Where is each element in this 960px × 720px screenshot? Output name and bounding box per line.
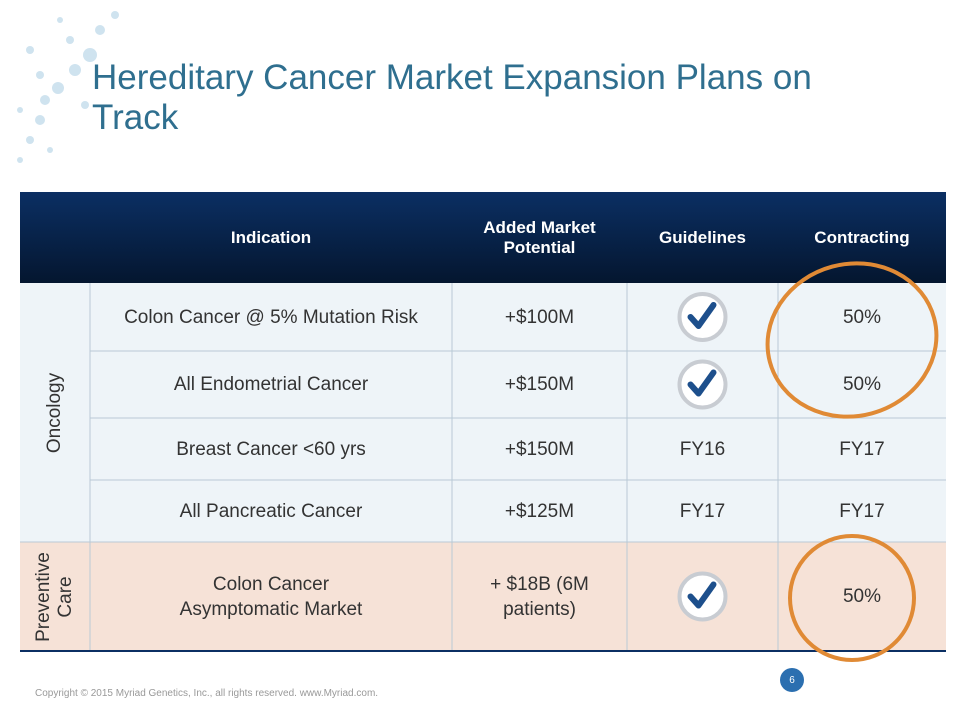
contracting: FY17 — [839, 500, 885, 522]
check-icon — [677, 571, 728, 622]
logo-dots — [17, 11, 119, 163]
check-icon — [677, 292, 728, 342]
column-header: Added Market Potential — [483, 217, 596, 257]
contracting: 50% — [842, 306, 882, 328]
group-label: Preventive Care — [20, 542, 90, 651]
indication: All Pancreatic Cancer — [179, 500, 363, 522]
check-icon — [677, 359, 728, 410]
copyright: Copyright © 2015 Myriad Genetics, Inc., … — [35, 688, 379, 699]
market-potential: +$150M — [504, 374, 575, 395]
market-potential: +$150M — [504, 438, 575, 460]
indication: Breast Cancer <60 yrs — [176, 438, 366, 460]
market-potential: + $18B (6M patients) — [490, 573, 589, 620]
column-header: Contracting — [814, 227, 910, 247]
indication: Colon Cancer Asymptomatic Market — [179, 573, 363, 620]
group-label-text: Preventive Care — [33, 551, 76, 642]
indication: All Endometrial Cancer — [173, 374, 369, 395]
group-label: Oncology — [20, 283, 90, 542]
market-potential: +$125M — [504, 500, 575, 522]
indication: Colon Cancer @ 5% Mutation Risk — [124, 306, 418, 328]
contracting: FY17 — [839, 438, 885, 460]
group-label-text: Oncology — [44, 372, 65, 453]
oncology-band — [20, 283, 946, 542]
highlight-circles — [765, 261, 939, 662]
contracting: 50% — [842, 586, 882, 607]
guidelines: FY17 — [679, 500, 726, 522]
grid — [20, 283, 946, 651]
market-potential: +$100M — [504, 306, 575, 328]
guidelines: FY16 — [679, 438, 726, 460]
column-header: Guidelines — [659, 227, 746, 247]
title: Hereditary Cancer Market Expansion Plans… — [92, 58, 812, 137]
page-number: 6 — [780, 668, 804, 692]
header-band — [20, 192, 946, 283]
column-header: Indication — [230, 227, 312, 247]
contracting: 50% — [842, 374, 882, 395]
